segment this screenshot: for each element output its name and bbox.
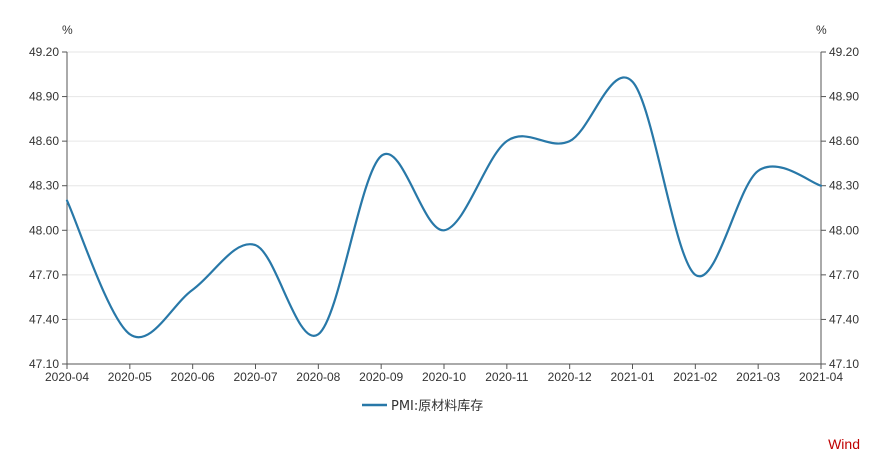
right-y-axis-unit: % <box>816 23 827 37</box>
left-y-tick-label: 47.10 <box>29 357 59 371</box>
right-y-tick-label: 47.40 <box>829 312 859 326</box>
legend-label: PMI:原材料库存 <box>391 398 483 414</box>
x-tick-label: 2021-03 <box>736 370 780 384</box>
right-y-tick-label: 49.20 <box>829 45 859 59</box>
left-y-tick-label: 47.40 <box>29 312 59 326</box>
left-y-tick-label: 48.00 <box>29 223 59 237</box>
x-tick-label: 2021-01 <box>610 370 654 384</box>
left-y-axis-unit: % <box>62 23 73 37</box>
right-y-tick-label: 48.00 <box>829 223 859 237</box>
right-y-tick-label: 47.10 <box>829 357 859 371</box>
x-tick-label: 2020-12 <box>548 370 592 384</box>
x-tick-label: 2021-04 <box>799 370 843 384</box>
x-tick-label: 2020-11 <box>485 370 528 384</box>
left-y-tick-label: 49.20 <box>29 45 59 59</box>
right-y-tick-label: 48.30 <box>829 179 859 193</box>
x-tick-label: 2020-09 <box>359 370 403 384</box>
x-tick-label: 2020-10 <box>422 370 466 384</box>
x-tick-label: 2020-04 <box>45 370 89 384</box>
left-y-tick-label: 47.70 <box>29 268 59 282</box>
right-y-tick-label: 48.90 <box>829 90 859 104</box>
series-line <box>65 76 823 339</box>
left-y-tick-label: 48.90 <box>29 90 59 104</box>
x-tick-label: 2020-08 <box>296 370 340 384</box>
x-tick-label: 2020-07 <box>233 370 277 384</box>
axes <box>66 52 822 365</box>
x-tick-label: 2020-05 <box>108 370 152 384</box>
x-tick-label: 2021-02 <box>673 370 717 384</box>
x-tick-label: 2020-06 <box>171 370 215 384</box>
left-y-tick-label: 48.60 <box>29 134 59 148</box>
right-y-tick-label: 48.60 <box>829 134 859 148</box>
source-watermark: Wind <box>828 436 860 452</box>
right-y-tick-labels: 47.10 47.40 47.70 48.00 48.30 48.60 48.90 49.20 <box>821 45 859 371</box>
x-tick-labels: 2020-04 2020-05 2020-06 2020-07 2020-08 2020-… <box>45 364 843 384</box>
left-y-tick-labels: 47.10 47.40 47.70 48.00 48.30 48.60 48.90 49.20 <box>29 45 67 371</box>
left-y-tick-label: 48.30 <box>29 179 59 193</box>
legend[interactable]: PMI:原材料库存 <box>362 398 483 414</box>
series-lines <box>65 76 823 339</box>
gridlines <box>67 51 821 365</box>
right-y-tick-label: 47.70 <box>829 268 859 282</box>
